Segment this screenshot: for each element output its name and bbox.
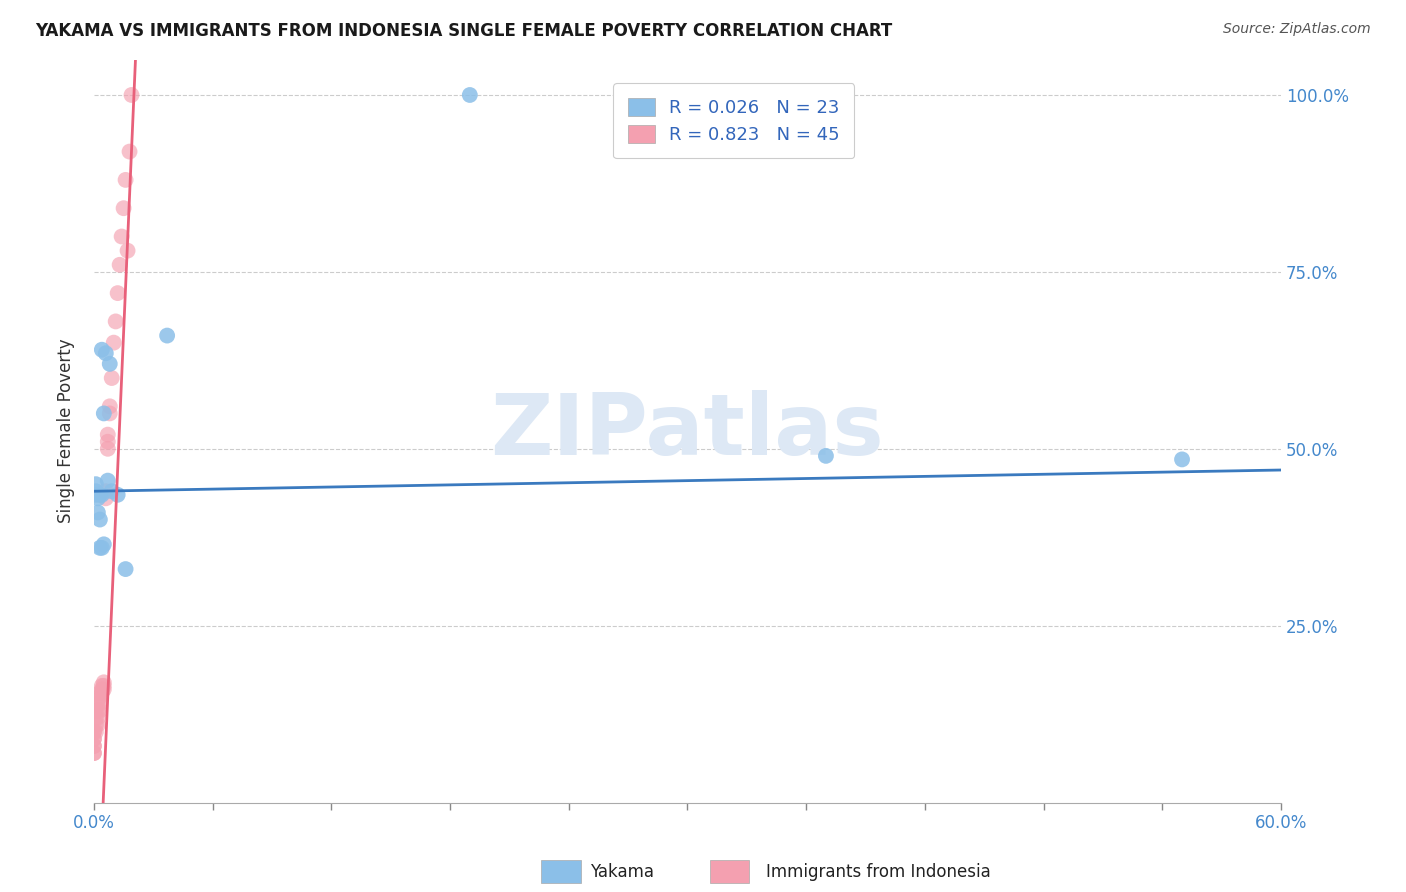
Point	[84, 484, 107, 499]
Point	[83, 746, 105, 760]
Point	[84, 711, 107, 725]
Point	[114, 173, 136, 187]
Point	[87, 711, 110, 725]
Point	[93, 675, 115, 690]
Point	[89, 704, 111, 718]
Point	[97, 474, 120, 488]
Point	[118, 145, 141, 159]
Point	[97, 434, 120, 449]
Point	[89, 686, 111, 700]
Point	[89, 541, 111, 555]
Point	[90, 343, 112, 357]
Point	[87, 697, 110, 711]
Point	[98, 406, 121, 420]
Point	[94, 346, 117, 360]
Point	[458, 87, 481, 102]
Point	[108, 258, 131, 272]
Point	[103, 335, 125, 350]
Text: Immigrants from Indonesia: Immigrants from Indonesia	[766, 863, 991, 881]
Point	[87, 506, 110, 520]
Legend: R = 0.026   N = 23, R = 0.823   N = 45: R = 0.026 N = 23, R = 0.823 N = 45	[613, 84, 855, 158]
Point	[83, 724, 105, 739]
Point	[84, 718, 107, 732]
Point	[156, 328, 179, 343]
Point	[93, 406, 115, 420]
Point	[87, 693, 110, 707]
Text: Source: ZipAtlas.com: Source: ZipAtlas.com	[1223, 22, 1371, 37]
Point	[100, 484, 122, 499]
Text: ZIPatlas: ZIPatlas	[491, 390, 884, 473]
Point	[111, 229, 134, 244]
Text: Yakama: Yakama	[591, 863, 655, 881]
Point	[83, 746, 105, 760]
Point	[89, 488, 111, 502]
Point	[89, 697, 111, 711]
Point	[83, 731, 105, 746]
Point	[87, 491, 110, 506]
Point	[83, 731, 105, 746]
Point	[84, 724, 107, 739]
Point	[94, 484, 117, 499]
Point	[93, 679, 115, 693]
Point	[90, 682, 112, 697]
Point	[83, 724, 105, 739]
Point	[97, 442, 120, 456]
Point	[107, 286, 129, 301]
Point	[90, 679, 112, 693]
Point	[83, 739, 105, 753]
Point	[98, 357, 121, 371]
Point	[90, 686, 112, 700]
Point	[93, 682, 115, 697]
Point	[94, 491, 117, 506]
Point	[84, 477, 107, 491]
Point	[87, 704, 110, 718]
Point	[83, 739, 105, 753]
Point	[98, 400, 121, 414]
Point	[114, 562, 136, 576]
Point	[1171, 452, 1194, 467]
Y-axis label: Single Female Poverty: Single Female Poverty	[58, 339, 75, 524]
Point	[814, 449, 837, 463]
Point	[84, 704, 107, 718]
Point	[93, 537, 115, 551]
Point	[100, 371, 122, 385]
Text: YAKAMA VS IMMIGRANTS FROM INDONESIA SINGLE FEMALE POVERTY CORRELATION CHART: YAKAMA VS IMMIGRANTS FROM INDONESIA SING…	[35, 22, 893, 40]
Point	[104, 314, 127, 328]
Point	[90, 541, 112, 555]
Point	[90, 488, 112, 502]
Point	[112, 201, 135, 215]
Point	[84, 488, 107, 502]
Point	[97, 427, 120, 442]
Point	[89, 512, 111, 526]
Point	[89, 690, 111, 704]
Point	[87, 718, 110, 732]
Point	[107, 488, 129, 502]
Point	[121, 87, 143, 102]
Point	[117, 244, 139, 258]
